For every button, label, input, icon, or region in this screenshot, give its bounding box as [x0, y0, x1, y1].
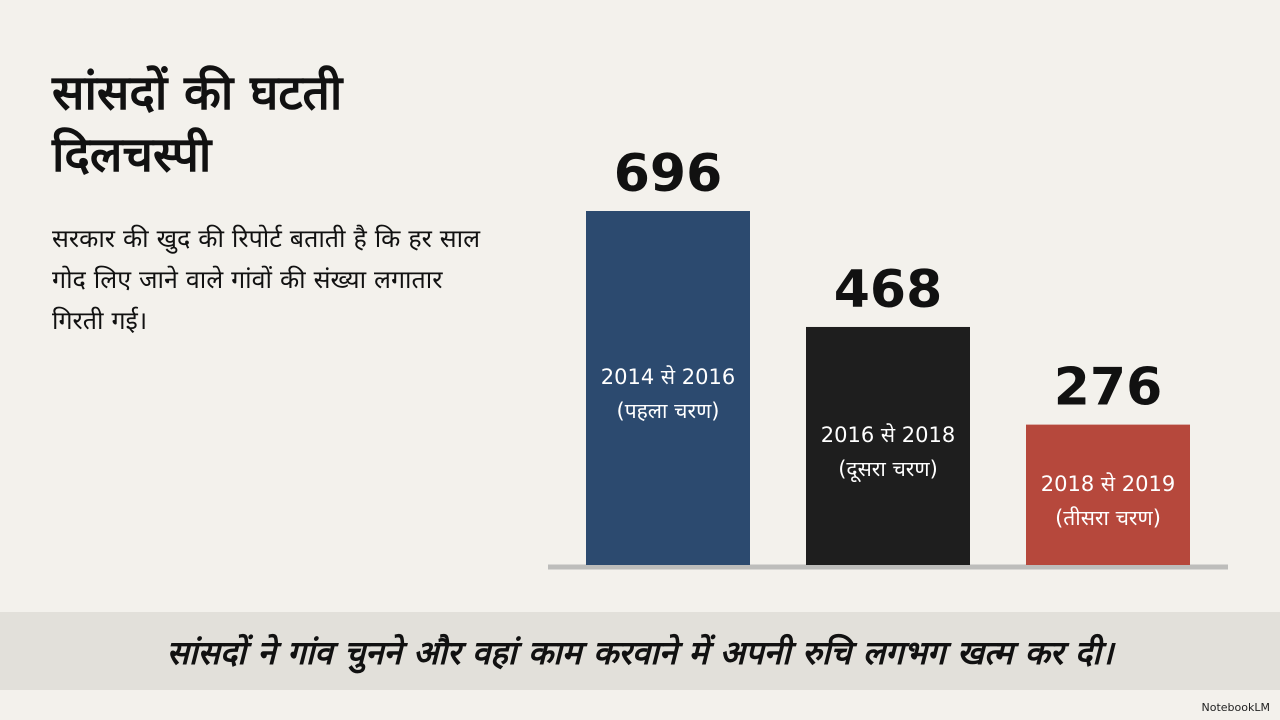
value-label: 696 [614, 144, 723, 204]
value-label: 276 [1054, 358, 1163, 418]
subtitle: सरकार की खुद की रिपोर्ट बताती है कि हर स… [52, 224, 481, 335]
bar [806, 326, 970, 565]
category-note: (तीसरा चरण) [1055, 506, 1161, 530]
title: सांसदों की घटती दिलचस्पी [52, 65, 343, 183]
value-label: 468 [834, 260, 943, 320]
chart: 696 2014 से 2016 (पहला चरण) 468 2016 से 2018… [548, 144, 1228, 570]
category-note: (दूसरा चरण) [838, 457, 938, 483]
category-label: 2016 से 2018 [821, 423, 955, 447]
annotation: सांसदों ने गांव चुनने और वहां काम करवाने… [166, 632, 1114, 672]
bar [586, 211, 750, 565]
category-label: 2018 से 2019 [1041, 472, 1175, 496]
brand: NotebookLM [1201, 701, 1270, 714]
bar [1026, 424, 1190, 565]
category-note: (पहला चरण) [617, 399, 720, 423]
category-label: 2014 से 2016 [601, 365, 735, 389]
banner: सांसदों ने गांव चुनने और वहां काम करवाने… [0, 612, 1280, 690]
